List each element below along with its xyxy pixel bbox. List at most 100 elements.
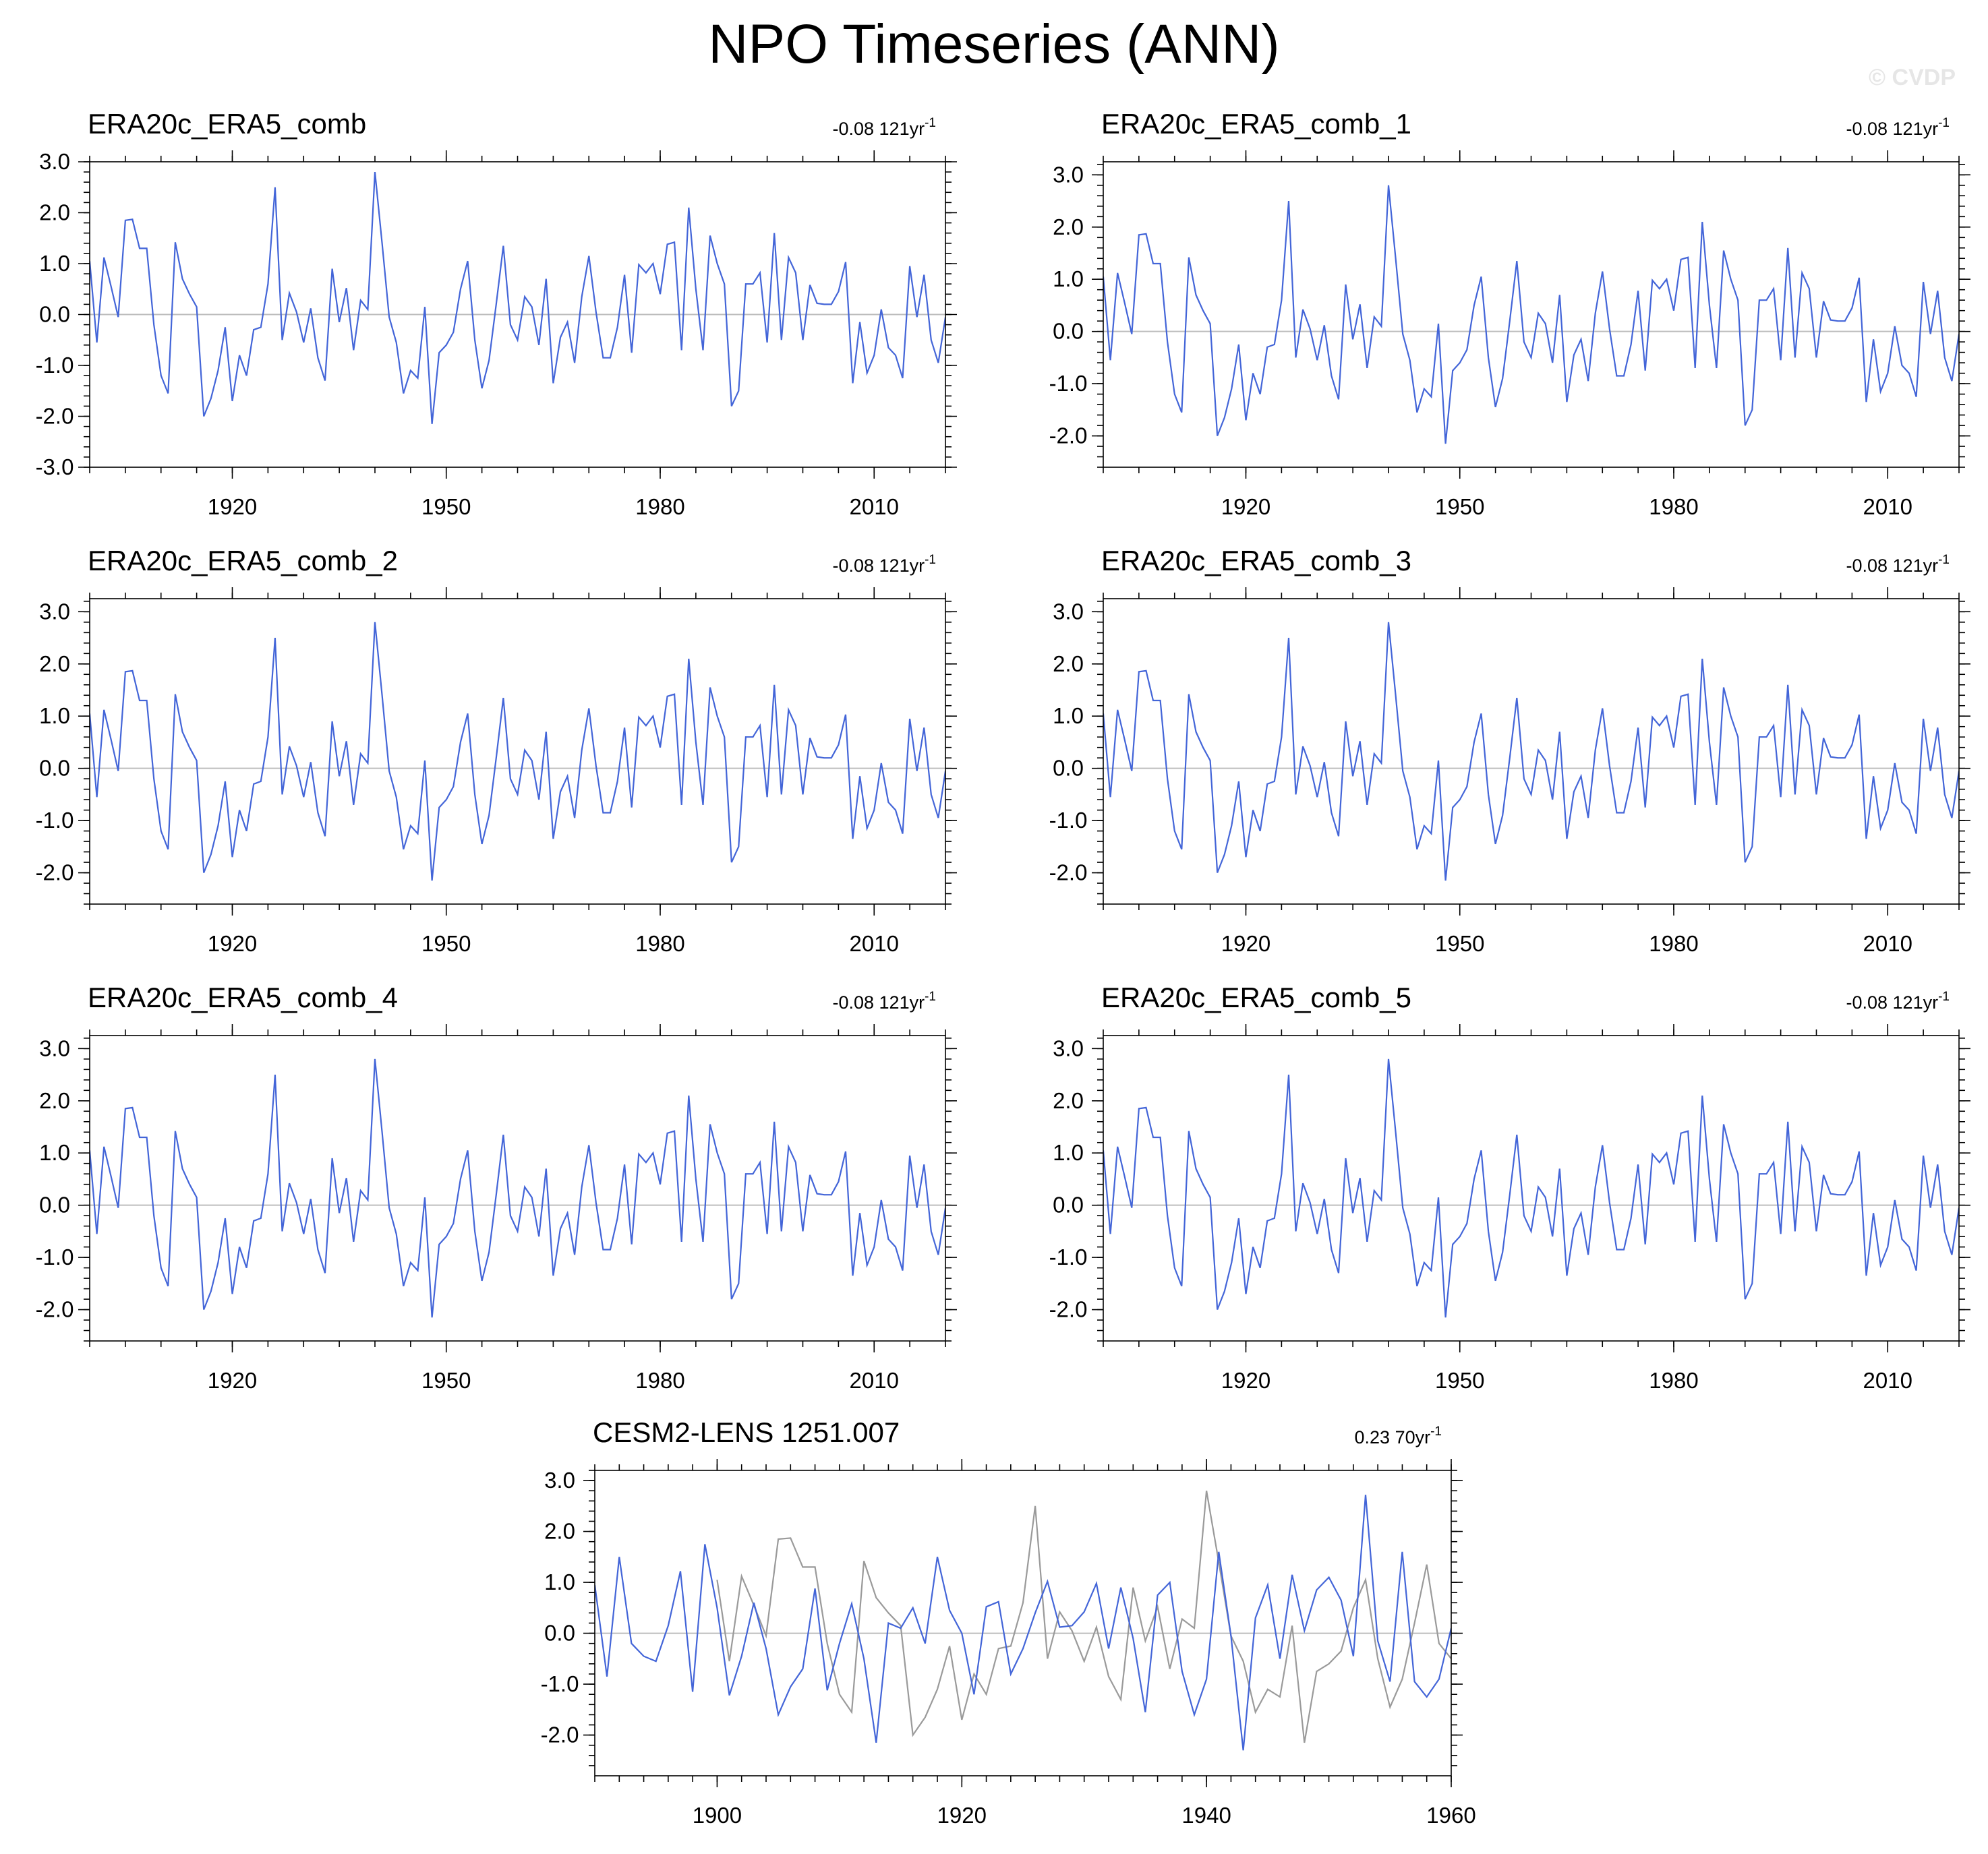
x-tick-label: 1950 (421, 1368, 471, 1393)
y-tick-label: -2.0 (541, 1723, 579, 1747)
panel-title: CESM2-LENS 1251.007 (593, 1416, 900, 1448)
panel-7: CESM2-LENS 1251.007 0.23 70yr-1 3.0 2.0 1.0 0… (541, 1416, 1476, 1828)
y-tick-label: 1.0 (39, 251, 70, 276)
y-tick-label: 2.0 (39, 200, 70, 225)
x-tick-label: 2010 (850, 1368, 899, 1393)
panel-title: ERA20c_ERA5_comb_1 (1101, 108, 1411, 140)
x-tick-label: 1950 (1435, 494, 1484, 519)
panel-title: ERA20c_ERA5_comb_3 (1101, 545, 1411, 576)
y-tick-label: -1.0 (1049, 371, 1088, 396)
panel-2: ERA20c_ERA5_comb_1 -0.08 121yr-1 3.0 2.0 1.0… (1049, 108, 1970, 519)
y-tick-label: 1.0 (39, 703, 70, 728)
plot-frame (89, 1035, 946, 1342)
y-tick-label: 1.0 (1053, 266, 1084, 291)
y-tick-label: 3.0 (544, 1468, 575, 1493)
trend-exponent: -1 (925, 990, 936, 1004)
plot-frame (594, 1470, 1452, 1776)
x-tick-label: 1960 (1426, 1803, 1475, 1828)
y-tick-label: 3.0 (1053, 162, 1084, 187)
y-tick-label: 3.0 (39, 149, 70, 174)
x-tick-label: 1980 (1649, 1368, 1698, 1393)
npo-series-line (1103, 1058, 1959, 1318)
trend-label: -0.08 121yr-1 (833, 990, 937, 1013)
x-tick-label: 1920 (1221, 931, 1270, 956)
x-tick-label: 1920 (1221, 1368, 1270, 1393)
y-tick-label: 2.0 (39, 1088, 70, 1113)
y-tick-label: -1.0 (541, 1671, 579, 1696)
x-tick-label: 1950 (1435, 1368, 1484, 1393)
y-tick-label: 1.0 (1053, 1140, 1084, 1165)
y-tick-label: 1.0 (39, 1140, 70, 1165)
y-tick-label: -2.0 (36, 1297, 74, 1322)
x-tick-label: 2010 (1863, 1368, 1912, 1393)
y-tick-label: -3.0 (36, 454, 74, 479)
trend-label: -0.08 121yr-1 (1846, 553, 1950, 576)
y-tick-label: 3.0 (39, 1036, 70, 1060)
y-tick-label: -2.0 (1049, 860, 1088, 885)
trend-label: 0.23 70yr-1 (1355, 1425, 1442, 1447)
x-tick-label: 1920 (208, 1368, 257, 1393)
y-tick-label: -2.0 (36, 404, 74, 429)
y-tick-label: -2.0 (1049, 423, 1088, 448)
x-tick-label: 1900 (693, 1803, 742, 1828)
y-tick-label: -1.0 (36, 1245, 74, 1269)
y-tick-label: 3.0 (39, 599, 70, 624)
trend-label: -0.08 121yr-1 (833, 553, 937, 576)
x-tick-label: 1980 (635, 494, 684, 519)
y-tick-label: 3.0 (1053, 599, 1084, 624)
x-tick-label: 2010 (850, 931, 899, 956)
x-tick-label: 1950 (421, 494, 471, 519)
panel-title: ERA20c_ERA5_comb (88, 108, 366, 140)
y-tick-label: 1.0 (1053, 703, 1084, 728)
x-tick-label: 1940 (1181, 1803, 1231, 1828)
plot-frame (89, 161, 946, 468)
npo-series-line (1103, 622, 1959, 881)
panel-6: ERA20c_ERA5_comb_5 -0.08 121yr-1 3.0 2.0 1.0… (1049, 982, 1970, 1393)
x-tick-label: 1920 (1221, 494, 1270, 519)
panel-title: ERA20c_ERA5_comb_4 (88, 982, 398, 1013)
plot-frame (1103, 1035, 1960, 1342)
x-tick-label: 1950 (1435, 931, 1484, 956)
plot-frame (1103, 598, 1960, 905)
trend-exponent: -1 (1430, 1425, 1442, 1439)
x-tick-label: 1950 (421, 931, 471, 956)
x-tick-label: 1920 (937, 1803, 987, 1828)
x-tick-label: 2010 (1863, 931, 1912, 956)
y-tick-label: 2.0 (39, 651, 70, 676)
x-tick-label: 1980 (1649, 931, 1698, 956)
y-tick-label: -1.0 (1049, 808, 1088, 833)
trend-exponent: -1 (925, 116, 936, 130)
cvdp-watermark: © CVDP (1869, 65, 1956, 90)
npo-series-line (90, 1058, 945, 1318)
plot-frame (1103, 161, 1960, 468)
trend-exponent: -1 (1938, 553, 1950, 567)
x-tick-label: 1920 (208, 494, 257, 519)
trend-exponent: -1 (925, 553, 936, 567)
y-tick-label: -2.0 (36, 860, 74, 885)
x-tick-label: 1980 (1649, 494, 1698, 519)
panel-4: ERA20c_ERA5_comb_3 -0.08 121yr-1 3.0 2.0 1.0… (1049, 545, 1970, 956)
y-tick-label: 2.0 (1053, 214, 1084, 239)
panel-1: ERA20c_ERA5_comb -0.08 121yr-1 3.0 2.0 1.0 0.… (36, 108, 957, 519)
x-tick-label: 2010 (850, 494, 899, 519)
x-tick-label: 1980 (635, 931, 684, 956)
x-tick-label: 1980 (635, 1368, 684, 1393)
y-tick-label: 2.0 (1053, 651, 1084, 676)
y-tick-label: -1.0 (1049, 1245, 1088, 1269)
plot-frame (89, 598, 946, 905)
reference-series-line (716, 1491, 1451, 1743)
y-tick-label: -2.0 (1049, 1297, 1088, 1322)
y-tick-label: 0.0 (544, 1621, 575, 1646)
trend-exponent: -1 (1938, 990, 1950, 1004)
y-tick-label: 3.0 (1053, 1036, 1084, 1060)
panel-title: ERA20c_ERA5_comb_5 (1101, 982, 1411, 1013)
y-tick-label: 0.0 (1053, 1193, 1084, 1218)
x-tick-label: 1920 (208, 931, 257, 956)
trend-label: -0.08 121yr-1 (833, 116, 937, 139)
npo-series-line (90, 171, 945, 424)
y-tick-label: 0.0 (1053, 756, 1084, 781)
y-tick-label: 1.0 (544, 1569, 575, 1594)
y-tick-label: 0.0 (1053, 319, 1084, 344)
y-tick-label: 2.0 (544, 1519, 575, 1544)
y-tick-label: -1.0 (36, 808, 74, 833)
